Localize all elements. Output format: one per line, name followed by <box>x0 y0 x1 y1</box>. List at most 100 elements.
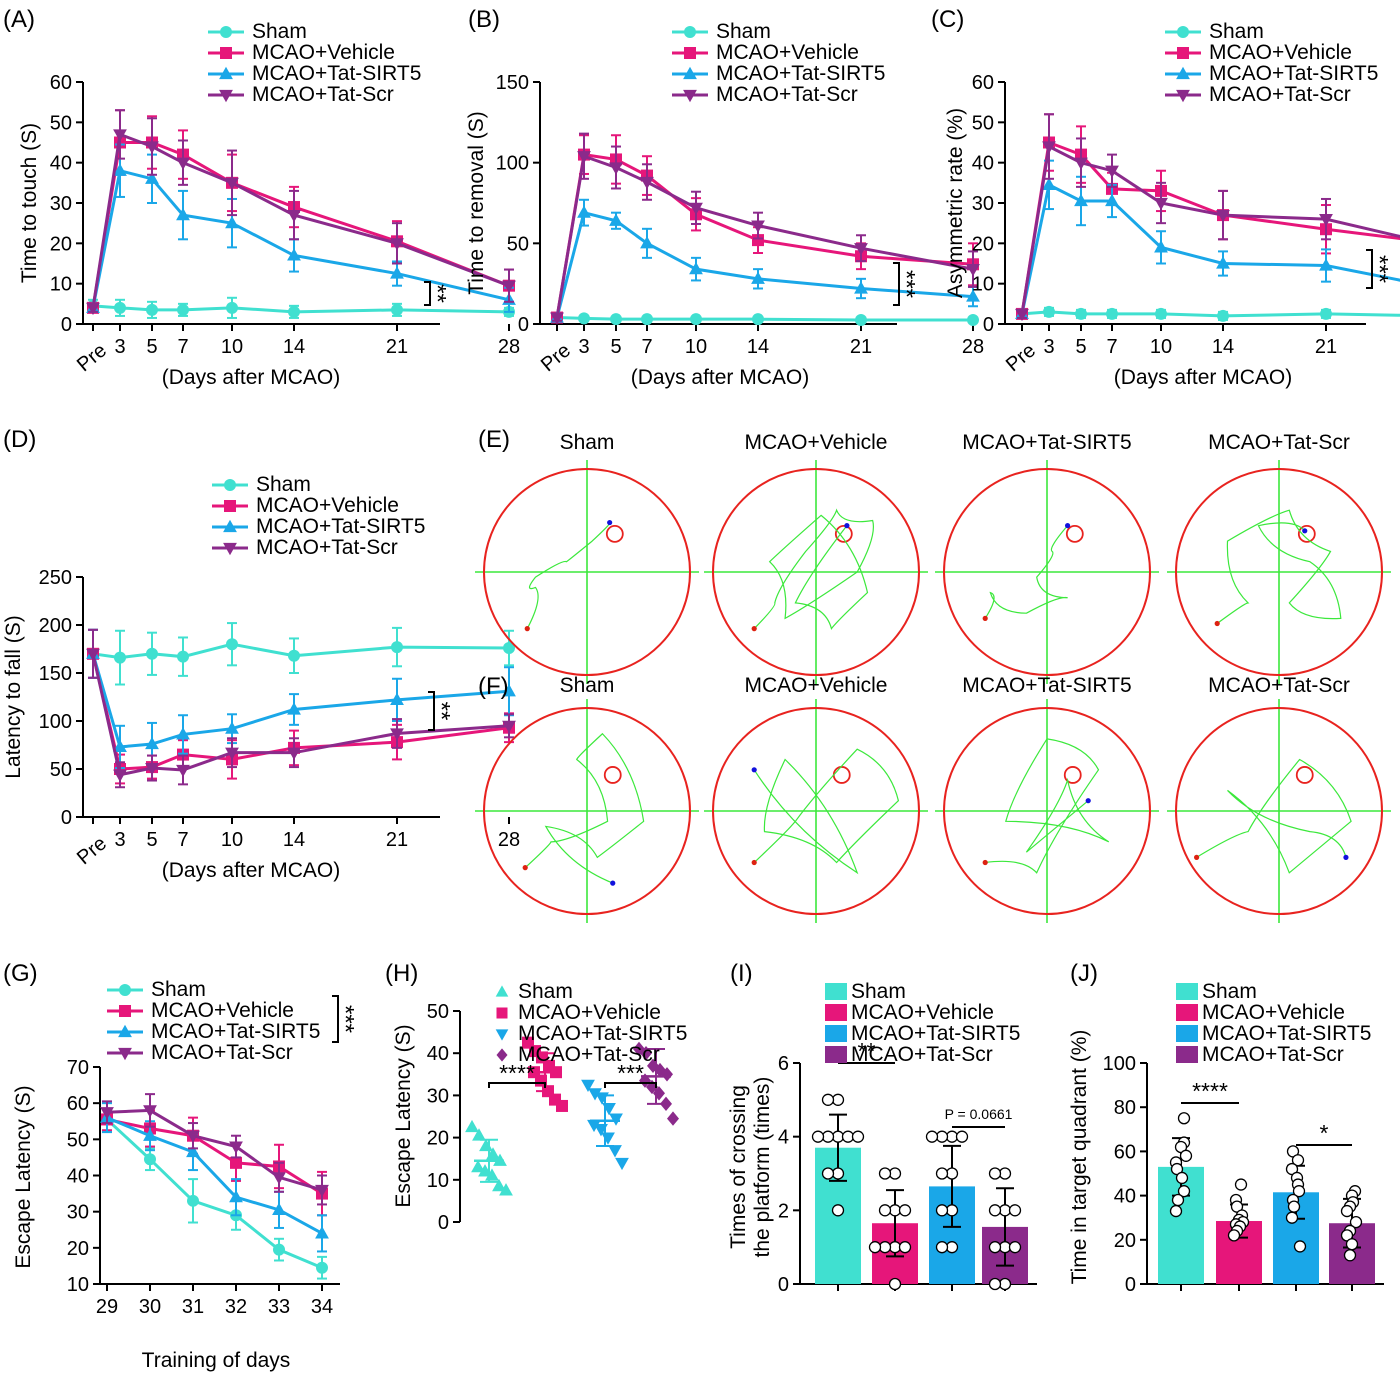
data-point <box>633 1041 645 1057</box>
platform-circle <box>834 524 853 543</box>
data-point <box>226 638 238 651</box>
data-point <box>1292 1185 1306 1198</box>
panel-label: (J) <box>1070 960 1098 987</box>
significance-label: *** <box>1366 255 1393 283</box>
maze-panel-E: (E) Sham MCAO+Vehicle MCAO+Tat-SIRT5 MCAO+Ta… <box>475 426 1391 684</box>
y-tick-label: 200 <box>39 615 72 637</box>
data-point <box>988 1241 1002 1254</box>
water-maze-2: MCAO+Tat-SIRT5 <box>935 674 1159 923</box>
data-point <box>225 747 239 760</box>
data-point <box>230 1156 242 1169</box>
legend-marker <box>683 66 697 80</box>
data-point <box>854 281 868 294</box>
y-tick-label: 100 <box>39 711 72 733</box>
data-point <box>187 1194 199 1207</box>
legend-marker <box>495 985 509 997</box>
data-point <box>229 1141 243 1154</box>
y-tick-label: 60 <box>972 72 994 94</box>
significance-bracket <box>332 995 339 1043</box>
arena-circle <box>943 468 1151 676</box>
data-point <box>998 1241 1012 1254</box>
y-tick-label: 100 <box>496 153 529 175</box>
series-MCAO+Tat-SIRT5 <box>1015 159 1400 320</box>
data-point <box>390 692 404 705</box>
data-point <box>113 739 127 753</box>
y-tick-label: 20 <box>67 1238 89 1260</box>
bar-group-MCAO+Tat-Scr <box>1329 1185 1375 1291</box>
data-point <box>1319 258 1333 271</box>
end-marker <box>1085 798 1091 804</box>
x-tick-label: 5 <box>1075 336 1086 358</box>
data-point <box>273 1243 285 1256</box>
data-point <box>1171 1193 1185 1207</box>
series-MCAO+Tat-Scr <box>633 1041 679 1126</box>
end-marker <box>751 767 757 773</box>
arena-circle <box>483 468 691 676</box>
maze-title: MCAO+Tat-SIRT5 <box>962 674 1131 697</box>
y-tick-label: 0 <box>61 314 72 336</box>
swim-path <box>1216 509 1342 624</box>
data-point <box>1105 193 1119 207</box>
legend-marker <box>223 542 237 556</box>
end-marker <box>1343 854 1349 860</box>
data-point <box>1008 1241 1022 1254</box>
panel-label: (G) <box>3 960 38 987</box>
legend-marker <box>683 89 697 103</box>
x-tick-label: 21 <box>850 336 872 358</box>
data-point <box>898 1204 912 1217</box>
data-point <box>955 1130 969 1143</box>
legend-marker <box>1176 89 1190 103</box>
data-point <box>945 1130 959 1143</box>
y-tick-label: 10 <box>427 1170 449 1192</box>
legend-marker <box>684 26 696 38</box>
water-maze-0: Sham <box>475 431 699 684</box>
bar-group-MCAO+Tat-SIRT5 <box>1273 1145 1319 1291</box>
data-point <box>288 649 300 662</box>
swim-path <box>1196 758 1352 874</box>
data-point <box>1319 214 1333 227</box>
y-tick-label: 30 <box>50 193 72 215</box>
data-point <box>100 1107 114 1120</box>
data-point <box>226 301 238 314</box>
data-point <box>502 720 516 733</box>
legend-label: MCAO+Tat-SIRT5 <box>716 62 885 85</box>
series-MCAO+Vehicle <box>1016 113 1400 320</box>
swim-path <box>984 525 1069 619</box>
data-point <box>945 1167 959 1180</box>
data-point <box>1343 1249 1357 1262</box>
data-point <box>945 1204 959 1217</box>
series-MCAO+Tat-SIRT5 <box>581 1079 629 1171</box>
data-point <box>821 1130 835 1143</box>
data-point <box>831 1204 845 1217</box>
legend-label: MCAO+Tat-Scr <box>851 1043 993 1066</box>
significance-bracket <box>428 691 435 731</box>
data-point <box>578 312 590 325</box>
platform-circle <box>1297 524 1316 543</box>
data-point <box>1169 1204 1183 1218</box>
arena-circle <box>712 468 920 676</box>
legend-swatch <box>1176 1046 1198 1063</box>
y-tick-label: 0 <box>983 314 994 336</box>
maze-title: Sham <box>560 431 615 454</box>
legend-label: MCAO+Tat-Scr <box>252 83 394 106</box>
data-point <box>1216 256 1230 269</box>
series-Sham <box>87 296 515 319</box>
data-point <box>86 648 100 661</box>
y-tick-label: 40 <box>67 1166 89 1188</box>
legend-label: MCAO+Tat-Scr <box>518 1043 660 1066</box>
y-tick-label: 0 <box>438 1212 449 1234</box>
data-point <box>1175 1171 1189 1185</box>
data-point <box>608 1145 622 1158</box>
x-tick-label: 29 <box>96 1296 118 1318</box>
significance-bracket <box>893 262 900 306</box>
series-Sham <box>465 1119 513 1196</box>
data-point <box>831 1093 845 1106</box>
legend-marker <box>118 1024 132 1038</box>
data-point <box>998 1167 1012 1180</box>
legend-label: MCAO+Vehicle <box>1209 41 1352 64</box>
data-point <box>988 1204 1002 1217</box>
data-point <box>841 1130 855 1143</box>
swim-path <box>753 508 874 631</box>
data-point <box>609 162 623 175</box>
data-point <box>1105 165 1119 178</box>
